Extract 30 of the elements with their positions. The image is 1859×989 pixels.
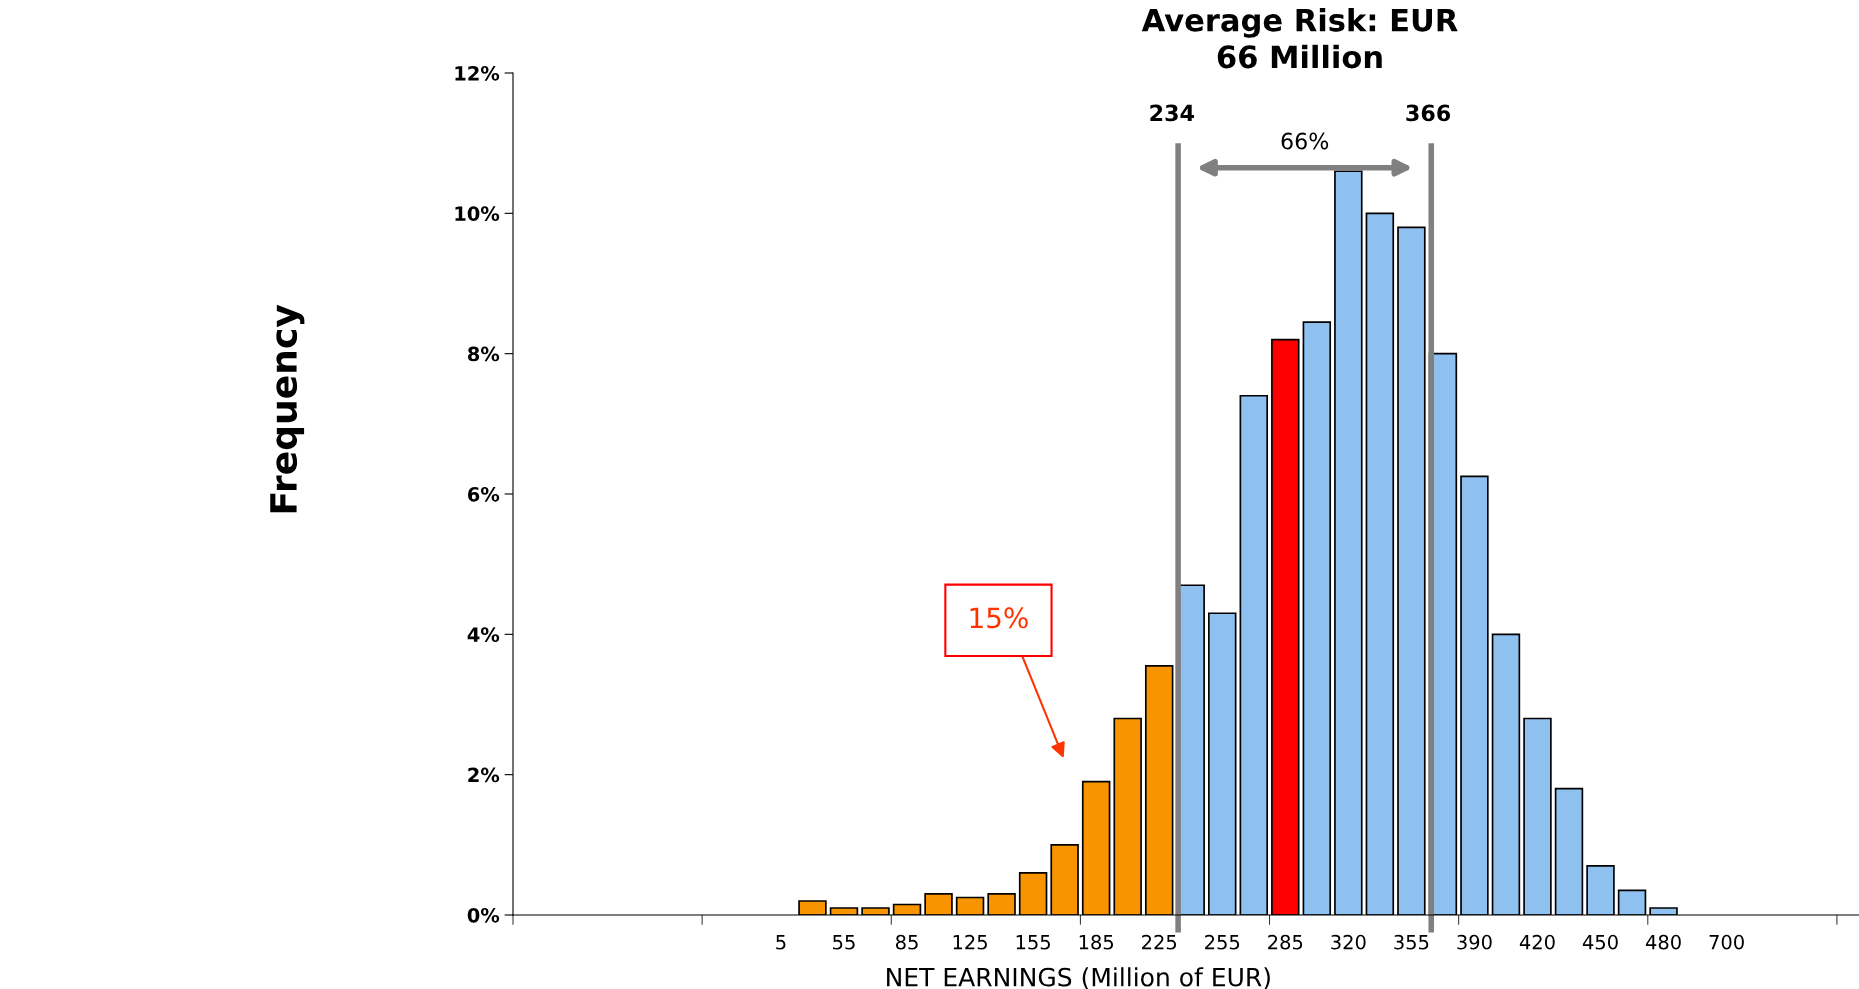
x-tick-label: 320 [1331,934,1366,950]
x-tick-label: 285 [1268,934,1303,950]
annotation: 66% [1281,132,1329,150]
chart-title: Average Risk: EUR 66 Million [1141,8,1458,69]
x-tick-label: 85 [895,934,918,950]
annotation: 15% [970,607,1028,629]
y-axis-title: Frequency [270,304,305,513]
x-tick-label: 125 [953,934,987,950]
x-tick-label: 420 [1519,934,1555,950]
y-tick-label: 8% [467,346,500,362]
annotation: 366 [1406,104,1451,122]
annotation: 234 [1150,104,1194,122]
x-axis-title: NET EARNINGS (Million of EUR) [887,967,1270,989]
x-tick-label: 185 [1079,934,1114,950]
y-tick-label: 4% [467,627,500,642]
x-tick-label: 255 [1205,934,1240,950]
x-tick-label: 155 [1016,935,1050,950]
x-tick-label: 225 [1142,934,1177,950]
y-tick-label: 10% [455,206,500,221]
y-tick-label: 6% [468,486,500,502]
y-tick-label: 12% [455,65,500,81]
x-tick-label: 390 [1457,934,1492,950]
x-tick-label: 55 [833,935,855,950]
y-tick-label: 2% [468,767,500,783]
y-tick-label: 0% [467,907,500,923]
x-tick-label: 355 [1394,934,1429,950]
x-tick-label: 450 [1582,934,1618,950]
x-tick-label: 480 [1645,934,1681,950]
x-tick-label: 700 [1709,934,1744,950]
x-tick-label: 5 [776,935,786,950]
